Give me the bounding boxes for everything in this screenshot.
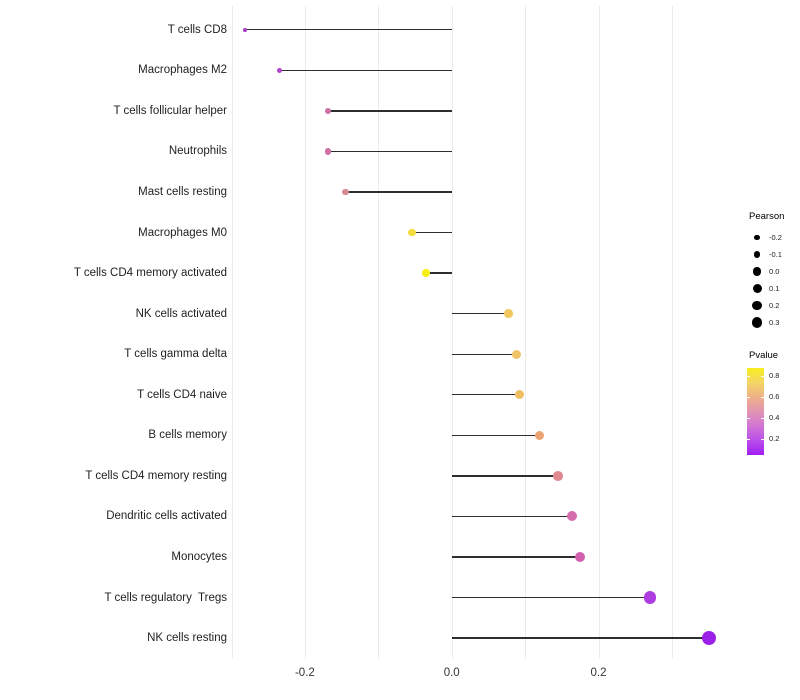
lollipop-dot — [701, 631, 716, 646]
lollipop-dot — [242, 28, 247, 32]
lollipop-dot — [325, 107, 332, 114]
lollipop-dot — [566, 511, 578, 522]
lollipop-dot — [408, 228, 416, 237]
x-axis-tick-label: 0.0 — [443, 667, 460, 679]
pearson-legend-label: -0.1 — [769, 250, 782, 259]
lollipop-stem — [451, 475, 559, 477]
lollipop-stem — [328, 110, 452, 112]
pvalue-colorbar-tick — [761, 417, 764, 419]
lollipop-stem — [451, 637, 709, 639]
pearson-legend-label: 0.1 — [769, 284, 780, 293]
plot-panel — [224, 6, 735, 659]
lollipop-stem — [451, 434, 540, 436]
lollipop-stem — [451, 596, 650, 599]
x-axis-tick-label: 0.2 — [590, 667, 607, 679]
pearson-legend-label: -0.2 — [769, 233, 782, 242]
pearson-legend-dot — [752, 284, 762, 293]
y-axis-label: T cells CD4 memory activated — [73, 267, 227, 280]
pvalue-colorbar-tick — [761, 375, 764, 377]
y-axis-label: Dendritic cells activated — [106, 510, 227, 523]
lollipop-stem — [451, 556, 581, 558]
x-axis-tick-label: -0.2 — [294, 667, 315, 679]
pvalue-colorbar-tick-label: 0.6 — [769, 392, 780, 401]
pvalue-legend-title: Pvalue — [749, 350, 779, 361]
pvalue-colorbar — [747, 368, 764, 455]
pvalue-colorbar-tick-label: 0.4 — [769, 413, 780, 422]
y-axis-label: T cells CD8 — [167, 23, 227, 36]
lollipop-stem — [451, 312, 509, 315]
pvalue-colorbar-tick — [747, 375, 750, 377]
pearson-legend-dot — [752, 267, 762, 276]
lollipop-stem — [451, 394, 520, 396]
lollipop-dot — [514, 390, 524, 400]
y-axis-label: Neutrophils — [168, 145, 227, 158]
pearson-legend-label: 0.0 — [769, 267, 780, 276]
gridline-x-0.3 — [671, 6, 673, 659]
lollipop-dot — [341, 188, 349, 196]
y-axis-label: B cells memory — [148, 429, 227, 442]
gridline-x--0.2 — [304, 6, 306, 659]
pearson-legend-title: Pearson — [749, 211, 785, 222]
lollipop-stem — [345, 191, 452, 193]
lollipop-dot — [574, 551, 586, 563]
pearson-legend-label: 0.2 — [769, 301, 780, 310]
y-axis-label: T cells regulatory Tregs — [104, 591, 227, 604]
y-axis-label: Monocytes — [171, 550, 227, 563]
gridline-x--0.1 — [378, 6, 380, 659]
pvalue-colorbar-tick — [761, 396, 764, 398]
lollipop-stem — [412, 231, 452, 234]
y-axis-label: NK cells resting — [147, 632, 227, 645]
lollipop-dot — [325, 148, 332, 155]
pearson-legend-label: 0.3 — [769, 318, 780, 327]
pvalue-colorbar-tick — [747, 396, 750, 398]
pvalue-colorbar-tick-label: 0.8 — [769, 371, 780, 380]
y-axis-label: Mast cells resting — [138, 186, 227, 198]
y-axis-label: T cells CD4 naive — [137, 388, 227, 401]
lollipop-stem — [451, 353, 517, 355]
lollipop-stem — [451, 515, 573, 518]
lollipop-stem — [328, 150, 452, 153]
y-axis-label: T cells CD4 memory resting — [85, 469, 227, 482]
lollipop-stem — [426, 272, 452, 274]
lollipop-dot — [276, 67, 282, 73]
y-axis-label: T cells follicular helper — [113, 104, 227, 117]
pearson-legend-dot — [751, 317, 763, 328]
lollipop-stem — [279, 69, 452, 72]
lollipop-dot — [553, 470, 564, 481]
pearson-legend-dot — [754, 234, 760, 241]
lollipop-dot — [503, 309, 513, 319]
pearson-legend-dot — [752, 300, 762, 311]
pvalue-colorbar-tick — [747, 438, 750, 440]
gridline-x-0.1 — [525, 6, 527, 659]
lollipop-dot — [511, 349, 521, 359]
gridline-x-0 — [451, 6, 453, 659]
gridline-x--0.3 — [231, 6, 233, 659]
pvalue-colorbar-tick — [747, 417, 750, 419]
pvalue-colorbar-tick-label: 0.2 — [769, 434, 780, 443]
y-axis-label: NK cells activated — [135, 307, 227, 320]
y-axis-label: Macrophages M0 — [138, 226, 227, 239]
pearson-legend-dot — [753, 251, 761, 258]
lollipop-stem — [244, 29, 452, 31]
lollipop-dot — [643, 591, 657, 604]
lollipop-dot — [535, 430, 545, 440]
y-axis-label: T cells gamma delta — [124, 348, 227, 361]
lollipop-dot — [422, 269, 430, 277]
y-axis-label: Macrophages M2 — [138, 64, 227, 77]
gridline-x-0.2 — [598, 6, 600, 659]
pvalue-colorbar-tick — [761, 438, 764, 440]
